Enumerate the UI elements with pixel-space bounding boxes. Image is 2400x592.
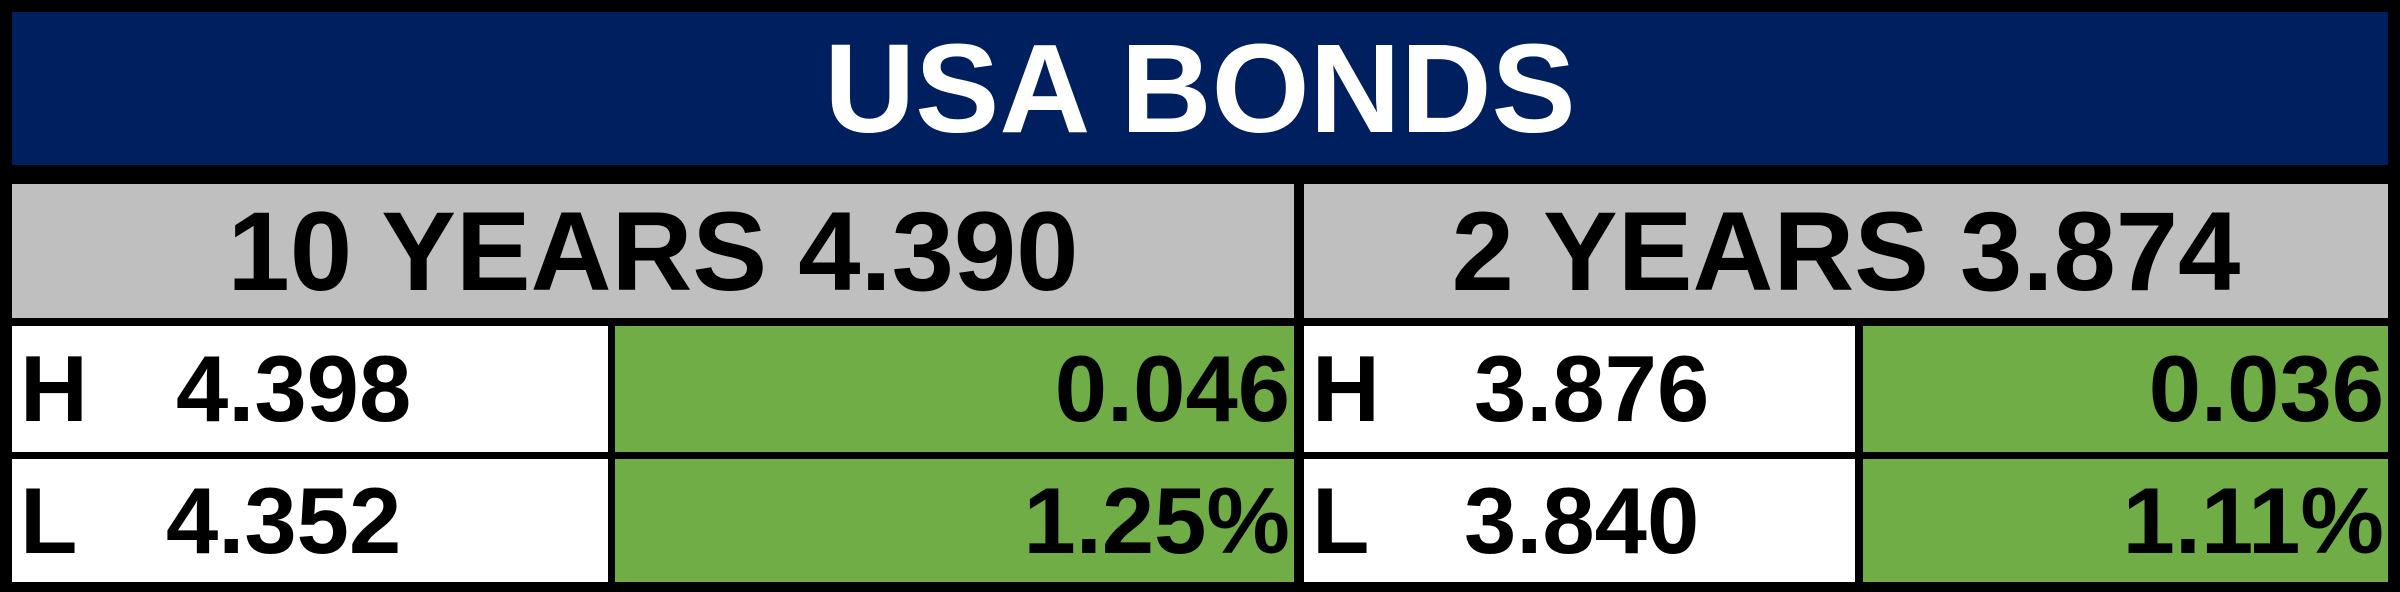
row-value: 3.876 <box>1474 336 1710 441</box>
row-cell: H 3.876 <box>1304 326 1855 452</box>
row-label: H <box>1312 336 1380 441</box>
row-cell: L 4.352 <box>12 459 608 582</box>
change-cell: 0.046 <box>615 326 1294 452</box>
change-cell: 0.036 <box>1863 326 2388 452</box>
panel-heading: 10 YEARS 4.390 <box>12 184 1294 318</box>
change-cell: 1.25% <box>615 459 1294 582</box>
row-cell: L 3.840 <box>1304 459 1855 582</box>
row-value: 3.840 <box>1464 467 1700 573</box>
row-value: 4.398 <box>176 336 412 441</box>
panel-heading: 2 YEARS 3.874 <box>1304 184 2388 318</box>
title: USA BONDS <box>12 12 2388 165</box>
row-label: L <box>1312 467 1370 573</box>
row-label: H <box>20 336 88 441</box>
row-value: 4.352 <box>166 467 402 573</box>
row-label: L <box>20 467 78 573</box>
change-cell: 1.11% <box>1863 459 2388 582</box>
row-cell: H 4.398 <box>12 326 608 452</box>
